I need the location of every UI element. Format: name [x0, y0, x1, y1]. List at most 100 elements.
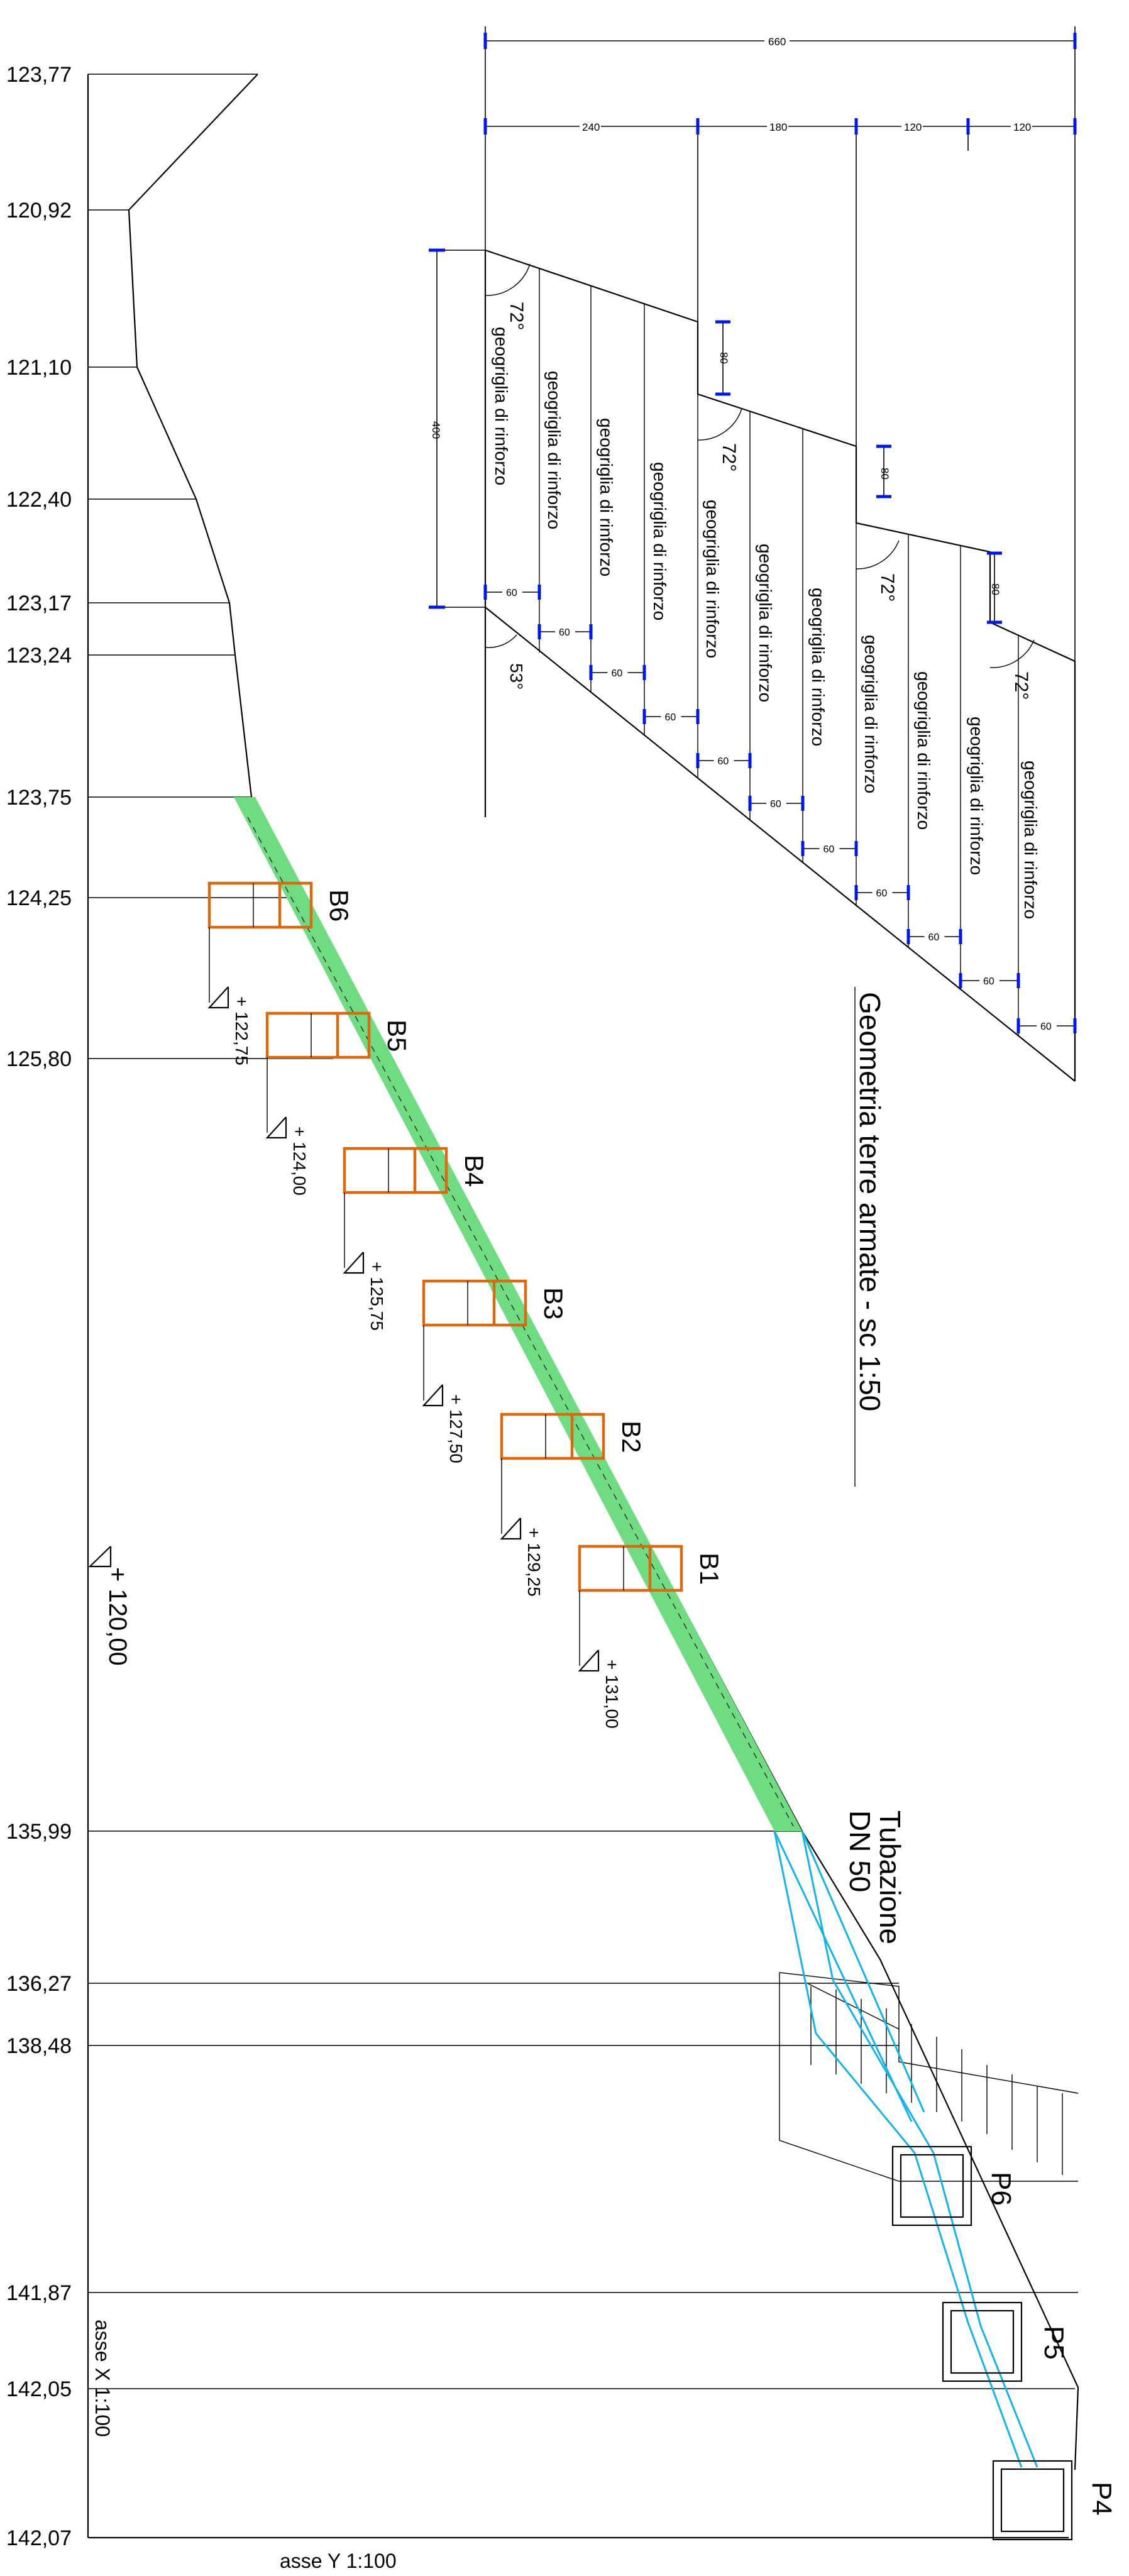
- ground-profile: [128, 74, 1079, 2470]
- fill-band-dash: [247, 817, 794, 1827]
- elevation-label: 135,99: [6, 1820, 72, 1844]
- spacing-bg: [979, 974, 1000, 987]
- base-quota-marker: + 120,00: [88, 1546, 131, 1666]
- elevation-label: 142,07: [6, 2526, 72, 2550]
- pipe-label: Tubazione DN 50: [844, 1810, 906, 1944]
- dim-step-3: 80: [989, 583, 1001, 595]
- angle-label-3: 72°: [877, 573, 898, 602]
- geogrid-label-5: geogriglia di rinforzo: [703, 500, 722, 658]
- geogrid-label-6: geogriglia di rinforzo: [756, 544, 775, 702]
- green-fill-band: [234, 797, 802, 1831]
- block-b3: B3 + 127,50: [422, 1279, 568, 1463]
- elevation-axis: 123,77 120,92 121,10 122,40 123,17 123,24 123,…: [6, 63, 1078, 2550]
- block-quota: + 131,00: [602, 1660, 622, 1729]
- title-block: Geometria terre armate - sc 1:50: [854, 987, 886, 1487]
- block-label: B2: [617, 1421, 646, 1453]
- block-label: B5: [382, 1020, 412, 1052]
- well-label-p5: P5: [1038, 2326, 1069, 2360]
- spacing-bg: [502, 586, 522, 598]
- spacing-label: 60: [770, 799, 781, 810]
- quota-triangle: [343, 1252, 365, 1274]
- spacing-label: 60: [559, 627, 570, 638]
- dim-total: 660: [768, 36, 786, 48]
- elevation-label: 122,40: [6, 488, 72, 512]
- elevation-label: 121,10: [6, 356, 72, 380]
- spacing-bg: [607, 666, 628, 679]
- block-b1: B1 + 131,00: [578, 1544, 724, 1729]
- quota-triangle: [578, 1649, 600, 1672]
- block-rect: [207, 881, 313, 929]
- spacing-label: 60: [928, 932, 940, 943]
- elevation-label: 141,87: [6, 2281, 72, 2305]
- spacing-bg: [661, 710, 681, 723]
- block-label: B6: [324, 889, 354, 922]
- quota-triangle: [500, 1517, 522, 1540]
- block-rect: [500, 1412, 605, 1460]
- angle-label-base: 53°: [507, 663, 526, 690]
- angle-label-1: 72°: [506, 302, 527, 330]
- quota-triangle: [422, 1384, 444, 1407]
- spacing-bg: [872, 886, 893, 899]
- quota-triangle: [207, 986, 229, 1009]
- elevation-label: 142,05: [6, 2377, 72, 2401]
- block-label: B1: [695, 1553, 724, 1585]
- block-rect: [422, 1279, 527, 1327]
- spacing-bg: [713, 754, 734, 767]
- dim-part-2: 180: [769, 121, 787, 133]
- well-label-p4: P4: [1086, 2482, 1117, 2516]
- axis-y-label: asse Y 1:100: [280, 2550, 397, 2572]
- spacing-bg: [555, 625, 575, 638]
- pipe-label-line2: DN 50: [844, 1810, 876, 1892]
- spacing-label: 60: [983, 976, 994, 987]
- base-quota-text: + 120,00: [104, 1567, 131, 1666]
- spacing-bg: [924, 930, 945, 943]
- elevation-label: 123,24: [6, 644, 72, 668]
- elevation-label: 123,75: [6, 786, 72, 810]
- block-rect: [578, 1544, 683, 1592]
- quota-triangle: [265, 1116, 287, 1139]
- block-b5: B5 + 124,00: [265, 1011, 412, 1196]
- elevation-label: 125,80: [6, 1047, 72, 1071]
- block-quota: + 127,50: [446, 1394, 466, 1463]
- dim-part-4: 120: [1013, 121, 1031, 133]
- geogrid-label-1: geogriglia di rinforzo: [492, 327, 511, 485]
- block-quota: + 122,75: [232, 996, 251, 1065]
- dim-part-3: 120: [904, 121, 922, 133]
- spacing-bg: [1037, 1020, 1057, 1032]
- spacing-bg: [766, 797, 786, 810]
- spacing-label: 60: [1040, 1021, 1052, 1032]
- pipe-zone: [773, 1830, 1079, 2468]
- block-b4: B4 + 125,75: [343, 1147, 489, 1331]
- geogrid-label-2: geogriglia di rinforzo: [544, 371, 564, 529]
- geogrid-label-4: geogriglia di rinforzo: [650, 462, 669, 620]
- elevation-label: 123,17: [6, 592, 72, 615]
- block-group: B6 + 122,75 B5 + 124,00 B4 + 125,75 B3 + 127,50…: [207, 881, 724, 1729]
- geogrid-label-11: geogriglia di rinforzo: [1021, 761, 1040, 919]
- spacing-label: 60: [823, 844, 835, 855]
- spacing-label: 60: [876, 888, 888, 899]
- geogrid-label-9: geogriglia di rinforzo: [914, 671, 933, 830]
- block-rect: [343, 1147, 448, 1194]
- block-quota: + 124,00: [290, 1126, 309, 1196]
- well-label-p6: P6: [986, 2172, 1016, 2206]
- geogrid-label-3: geogriglia di rinforzo: [597, 418, 616, 576]
- elevation-label: 120,92: [6, 199, 72, 223]
- inset-geometry: 72° 72° 72° 72° 53° geogriglia di rinfor…: [429, 26, 1077, 1082]
- spacing-label: 60: [665, 712, 676, 723]
- block-label: B4: [460, 1155, 489, 1187]
- block-b6: B6 + 122,75: [207, 881, 354, 1065]
- spacing-label: 60: [612, 668, 623, 679]
- angle-label-2: 72°: [719, 443, 739, 471]
- elevation-label: 124,25: [6, 886, 72, 910]
- dim-step-1: 80: [718, 352, 730, 364]
- block-quota: + 129,25: [524, 1527, 544, 1597]
- block-rect: [265, 1011, 371, 1059]
- block-quota: + 125,75: [367, 1262, 387, 1331]
- spacing-label: 60: [718, 756, 729, 767]
- axis-x-label: asse X 1:100: [91, 2320, 114, 2437]
- spacing-label: 60: [506, 588, 517, 598]
- pipe-label-line1: Tubazione: [874, 1810, 906, 1944]
- spacing-dims: 60 60 60 60 60 60 60 60 60 60 60: [483, 585, 1077, 1033]
- dim-height: 400: [430, 421, 442, 439]
